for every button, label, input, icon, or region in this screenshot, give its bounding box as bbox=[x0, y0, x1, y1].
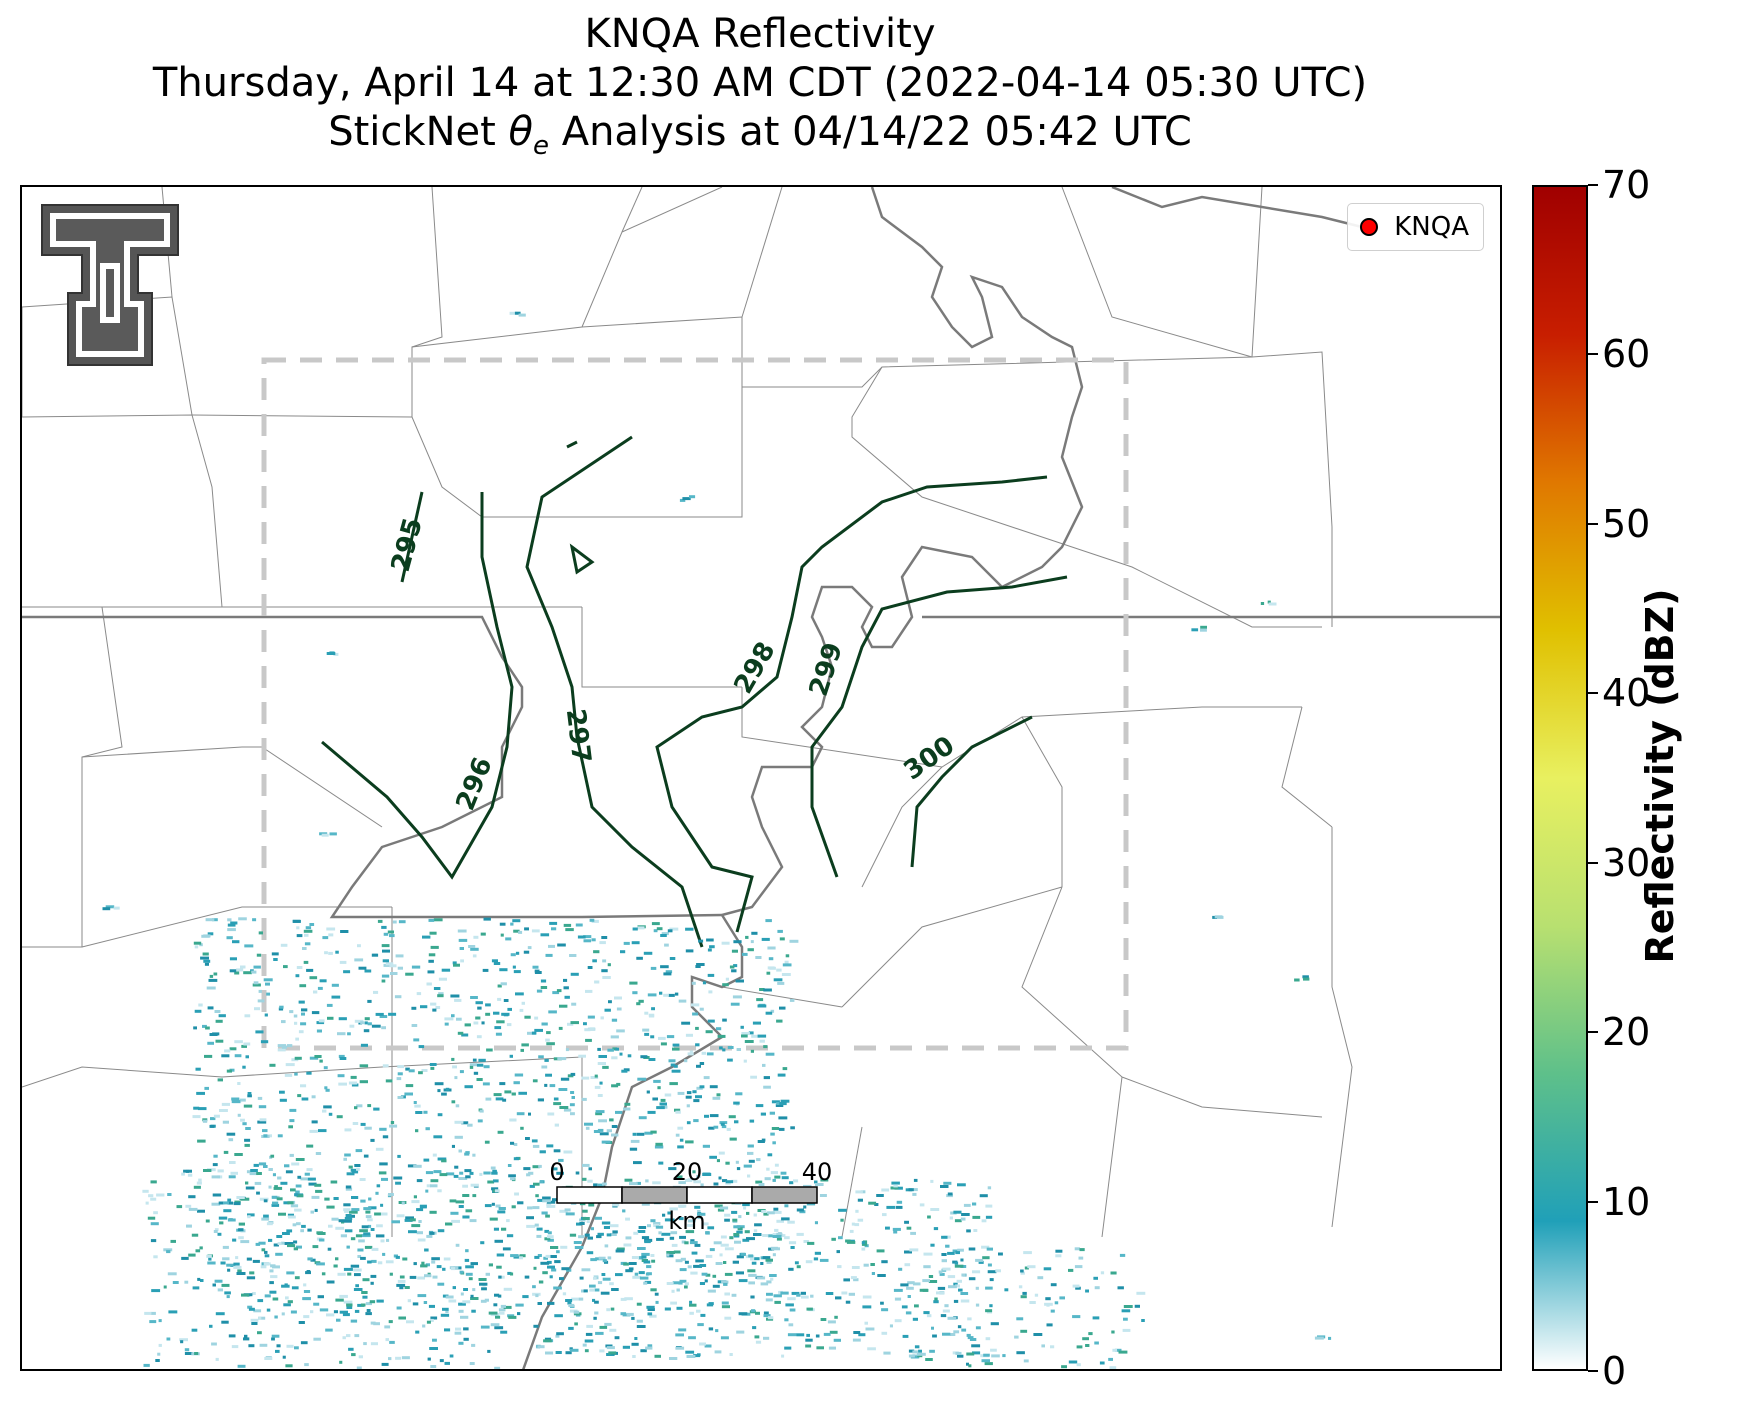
colorbar-tick-label: 40 bbox=[1602, 671, 1651, 716]
map-legend: KNQA bbox=[1347, 203, 1484, 251]
colorbar-tick bbox=[1588, 353, 1598, 356]
colorbar-title: Reflectivity (dBZ) bbox=[1638, 588, 1682, 964]
colorbar-tick bbox=[1588, 861, 1598, 864]
county-boundaries bbox=[22, 187, 1353, 1238]
radar-site-marker-icon bbox=[1360, 218, 1379, 236]
colorbar-tick-label: 20 bbox=[1602, 1010, 1651, 1055]
colorbar-tick-label: 10 bbox=[1602, 1179, 1651, 1224]
contour-298-line bbox=[655, 475, 1048, 933]
colorbar-tick bbox=[1588, 1031, 1598, 1034]
colorbar-tick bbox=[1588, 692, 1598, 695]
colorbar-tick bbox=[1588, 184, 1598, 186]
colorbar-gradient bbox=[1534, 187, 1586, 1369]
analysis-box bbox=[261, 357, 1129, 1051]
title-line-3: StickNet θe Analysis at 04/14/22 05:42 U… bbox=[328, 109, 1192, 161]
reflectivity-echoes bbox=[102, 311, 1332, 1369]
contour-296-line bbox=[321, 492, 514, 880]
colorbar-tick-label: 0 bbox=[1602, 1349, 1627, 1393]
chart-title: KNQA Reflectivity Thursday, April 14 at … bbox=[0, 10, 1520, 171]
title-line-1: KNQA Reflectivity bbox=[584, 11, 936, 57]
scale-label-40: 40 bbox=[802, 1158, 833, 1186]
contour-295-line bbox=[400, 491, 424, 583]
colorbar-tick bbox=[1588, 522, 1598, 525]
contour-label-300: 300 bbox=[899, 731, 961, 787]
legend-label: KNQA bbox=[1394, 212, 1469, 242]
colorbar bbox=[1532, 185, 1588, 1371]
title-line-2: Thursday, April 14 at 12:30 AM CDT (2022… bbox=[152, 60, 1368, 106]
contour-299-line bbox=[810, 575, 1068, 878]
contour-label-295: 295 bbox=[386, 515, 429, 575]
contour-label-297: 297 bbox=[560, 707, 596, 765]
contour-label-298: 298 bbox=[729, 637, 782, 699]
colorbar-tick-label: 60 bbox=[1602, 332, 1651, 377]
colorbar-tick-label: 70 bbox=[1602, 163, 1651, 207]
theta-e-contours bbox=[321, 435, 1068, 948]
colorbar-tick-label: 50 bbox=[1602, 501, 1651, 546]
radar-map[interactable]: 295 296 297 298 299 300 0 20 40 km KN bbox=[20, 185, 1502, 1371]
colorbar-tick-label: 30 bbox=[1602, 840, 1651, 885]
double-t-logo-icon bbox=[41, 204, 179, 366]
colorbar-tick bbox=[1588, 1370, 1598, 1372]
contour-300-line bbox=[910, 715, 1033, 868]
contour-labels: 295 296 297 298 299 300 bbox=[386, 515, 960, 815]
map-canvas: 295 296 297 298 299 300 0 20 40 km bbox=[22, 187, 1500, 1369]
scale-bar: 0 20 40 km bbox=[549, 1158, 832, 1235]
colorbar-tick bbox=[1588, 1200, 1598, 1203]
scale-unit: km bbox=[668, 1207, 705, 1235]
contour-label-299: 299 bbox=[804, 639, 849, 700]
scale-label-20: 20 bbox=[672, 1158, 703, 1186]
scale-label-0: 0 bbox=[549, 1158, 564, 1186]
contour-297-line bbox=[525, 435, 704, 948]
